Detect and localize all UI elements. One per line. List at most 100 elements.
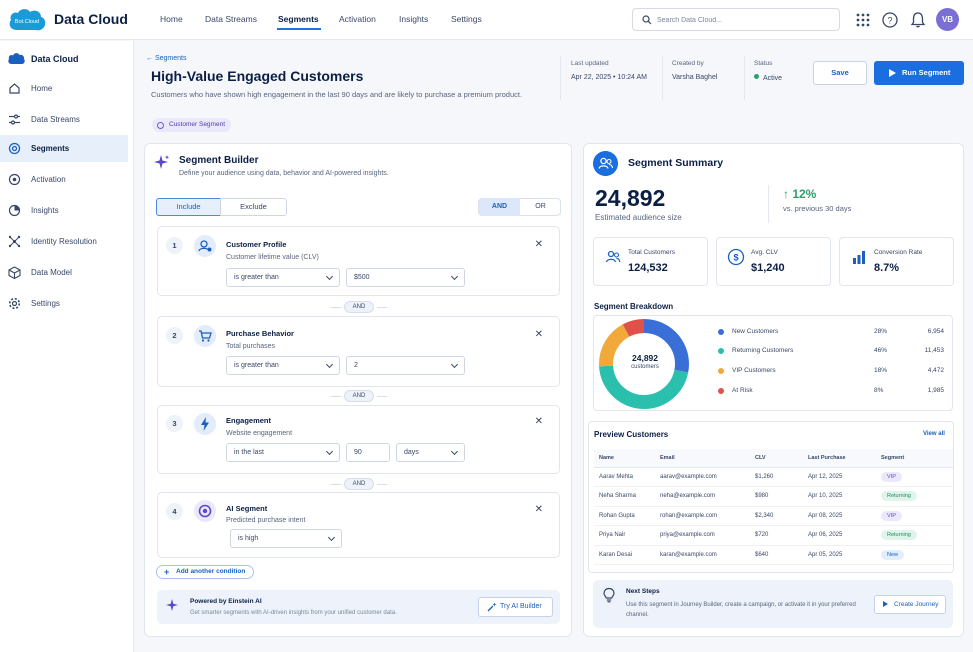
exclude-toggle[interactable]: Exclude (220, 198, 287, 216)
legend-count: 11,453 (924, 347, 944, 354)
condition-card: 3 Engagement Website engagement ✕ in the… (157, 405, 560, 474)
search-input[interactable] (657, 13, 835, 27)
nav-data-streams[interactable]: Data Streams (205, 14, 257, 24)
nav-activation[interactable]: Activation (339, 14, 376, 24)
condition-card: 2 Purchase Behavior Total purchases ✕ is… (157, 316, 560, 387)
gear-icon (8, 297, 21, 310)
condition-title: Engagement (226, 416, 272, 425)
cell-email: karan@example.com (660, 545, 755, 565)
table-row[interactable]: Aarav Mehta aarav@example.com $1,260 Apr 12… (594, 467, 953, 487)
connector-line (377, 307, 387, 308)
stat-card-total-customers: Total Customers 124,532 (593, 237, 708, 286)
run-segment-button[interactable]: Run Segment (874, 61, 964, 85)
value-text: 90 (354, 449, 362, 456)
try-ai-builder-label: Try AI Builder (500, 603, 542, 610)
condition-number: 4 (166, 503, 183, 520)
cell-email: neha@example.com (660, 486, 755, 507)
legend-percent: 18% (874, 367, 888, 374)
value-input[interactable]: 90 (346, 443, 390, 462)
bell-icon[interactable] (909, 11, 927, 29)
audience-size-value: 24,892 (595, 185, 666, 211)
last-updated-label: Last updated (571, 60, 609, 67)
dollar-icon: $ (727, 248, 745, 266)
operator-select[interactable]: is high (230, 529, 342, 548)
segment-badge: VIP (881, 510, 902, 521)
sidebar-item-data-streams[interactable]: Data Streams (0, 106, 128, 133)
donut-slice-3 (599, 319, 689, 409)
column-header: CLV (755, 449, 808, 468)
search-box[interactable] (632, 8, 840, 31)
nav-settings[interactable]: Settings (451, 14, 482, 24)
magic-wand-icon (487, 602, 497, 612)
brand-title: Data Cloud (54, 11, 128, 27)
page-title: High-Value Engaged Customers (151, 68, 364, 84)
einstein-title: Powered by Einstein AI (190, 598, 262, 605)
remove-condition-icon[interactable]: ✕ (534, 504, 543, 515)
sidebar-item-home[interactable]: Home (0, 75, 128, 102)
try-ai-builder-button[interactable]: Try AI Builder (478, 597, 553, 617)
sidebar-item-label: Insights (31, 206, 59, 215)
users-icon (593, 151, 618, 176)
add-condition-button[interactable]: + Add another condition (156, 565, 254, 579)
cell-last-purchase: Apr 08, 2025 (808, 506, 881, 526)
operator-select[interactable]: is greater than (226, 356, 340, 375)
divider (560, 56, 561, 100)
operator-select[interactable]: is greater than (226, 268, 340, 287)
sidebar-item-identity-resolution[interactable]: Identity Resolution (0, 228, 128, 255)
tag-label: Customer Segment (169, 121, 225, 128)
operator-select[interactable]: in the last (226, 443, 340, 462)
value-select[interactable]: $500 (346, 268, 465, 287)
table-row[interactable]: Priya Nair priya@example.com $720 Apr 06, 2… (594, 525, 953, 546)
sidebar-item-insights[interactable]: Insights (0, 197, 128, 224)
sidebar-item-label: Data Model (31, 268, 72, 277)
remove-condition-icon[interactable]: ✕ (534, 416, 543, 427)
value-select[interactable]: 2 (346, 356, 465, 375)
table-row[interactable]: Neha Sharma neha@example.com $980 Apr 10, 2… (594, 486, 953, 507)
nav-insights[interactable]: Insights (399, 14, 429, 24)
summary-title: Segment Summary (628, 157, 724, 169)
sidebar-item-data-model[interactable]: Data Model (0, 259, 128, 286)
apps-grid-icon[interactable] (854, 11, 872, 29)
save-button[interactable]: Save (813, 61, 867, 85)
sparkle-icon (154, 155, 170, 169)
or-toggle[interactable]: OR (535, 203, 546, 210)
unit-select[interactable]: days (396, 443, 465, 462)
condition-title: Purchase Behavior (226, 329, 294, 338)
breadcrumb[interactable]: ← Segments (146, 55, 187, 62)
sparkle-icon (166, 599, 178, 611)
and-connector: AND (344, 478, 374, 490)
logo[interactable]: Bot.Cloud (7, 6, 47, 34)
sidebar: Data Cloud Home Data Streams Segments Ac… (0, 41, 134, 652)
remove-condition-icon[interactable]: ✕ (534, 239, 543, 250)
donut-center-value: 24,892 (632, 353, 658, 363)
sidebar-item-activation[interactable]: Activation (0, 166, 128, 193)
nav-segments[interactable]: Segments (278, 14, 319, 24)
avatar[interactable]: VB (936, 8, 959, 31)
preview-table: Name Email CLV Last Purchase Segment Aar… (594, 449, 953, 565)
cell-last-purchase: Apr 10, 2025 (808, 486, 881, 507)
connector-line (377, 484, 387, 485)
include-toggle[interactable]: Include (156, 198, 221, 216)
sidebar-item-settings[interactable]: Settings (0, 290, 128, 317)
help-icon[interactable]: ? (881, 11, 899, 29)
table-row[interactable]: Rohan Gupta rohan@example.com $2,340 Apr 08… (594, 506, 953, 526)
value-text: 2 (354, 362, 358, 369)
remove-condition-icon[interactable]: ✕ (534, 329, 543, 340)
builder-subtitle: Define your audience using data, behavio… (179, 170, 389, 177)
create-journey-button[interactable]: Create Journey (874, 595, 946, 614)
cell-email: rohan@example.com (660, 506, 755, 526)
nav-home[interactable]: Home (160, 14, 183, 24)
operator-value: is greater than (234, 274, 279, 281)
view-all-link[interactable]: View all (923, 431, 945, 437)
status-label: Status (754, 60, 773, 67)
table-row[interactable]: Karan Desai karan@example.com $640 Apr 05, … (594, 545, 953, 565)
sidebar-item-label: Activation (31, 175, 66, 184)
legend-name: At Risk (732, 387, 753, 394)
sidebar-item-segments[interactable]: Segments (0, 135, 128, 162)
cell-name: Aarav Mehta (594, 467, 660, 487)
cell-segment: New (881, 545, 953, 565)
svg-text:?: ? (887, 16, 892, 26)
and-toggle[interactable]: AND (479, 198, 520, 216)
stat-value: $1,240 (751, 262, 785, 274)
legend-name: Returning Customers (732, 347, 794, 354)
